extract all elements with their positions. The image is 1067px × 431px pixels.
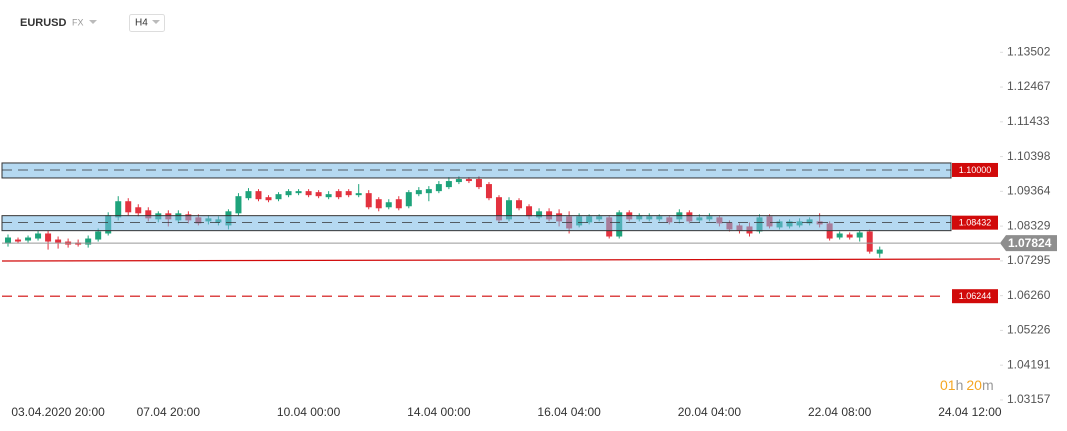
- candle-body: [135, 207, 142, 214]
- candle-body: [425, 189, 432, 194]
- x-tick-label: 22.04 08:00: [808, 405, 872, 419]
- price-label: 1.07824: [1008, 236, 1052, 250]
- candle-body: [25, 237, 32, 241]
- candle-body: [495, 197, 502, 221]
- candle-body: [856, 232, 863, 238]
- candle-body: [255, 191, 262, 200]
- x-tick-label: 16.04 04:00: [537, 405, 601, 419]
- countdown-minutes: 20: [966, 377, 982, 393]
- candle-body: [536, 211, 543, 218]
- y-tick-label: 1.06260: [1007, 288, 1051, 302]
- candle-body: [415, 190, 422, 195]
- trend-line: [1, 258, 1001, 262]
- timeframe-box[interactable]: [129, 14, 165, 32]
- candle-body: [55, 239, 62, 243]
- x-tick-label: 14.04 00:00: [407, 405, 471, 419]
- level-label: 1.08432: [959, 218, 992, 228]
- candle-body: [455, 179, 462, 183]
- candle-body: [876, 249, 883, 254]
- y-tick-label: 1.08329: [1007, 218, 1051, 232]
- candle-body: [315, 192, 322, 197]
- y-tick-label: 1.04191: [1007, 357, 1051, 371]
- candle-body: [285, 191, 292, 196]
- candle-body: [475, 179, 482, 188]
- candle-body: [305, 191, 312, 196]
- timeframe[interactable]: H4: [135, 18, 148, 29]
- candle-body: [385, 202, 392, 208]
- candle-body: [465, 179, 472, 182]
- overlay: 1.10000 1.08432 1.07824 1.06244: [1, 162, 1057, 304]
- candle-body: [375, 199, 382, 209]
- x-tick-label: 10.04 00:00: [277, 405, 341, 419]
- price-label-box: [1000, 235, 1057, 252]
- candle-body: [395, 199, 402, 209]
- candle-body: [516, 200, 523, 209]
- candle-body: [435, 184, 442, 192]
- candle-body: [405, 192, 412, 207]
- y-tick-label: 1.05226: [1007, 323, 1051, 337]
- candle-body: [866, 231, 873, 252]
- candle-body: [355, 193, 362, 196]
- candle-body: [35, 233, 42, 239]
- x-tick-label: 03.04.2020 20:00: [11, 405, 105, 419]
- market[interactable]: FX: [72, 17, 84, 27]
- candle-body: [345, 191, 352, 196]
- candle-body: [836, 233, 843, 238]
- countdown-hours: 01: [940, 377, 956, 393]
- x-tick-label: 20.04 04:00: [678, 405, 742, 419]
- candle-body: [275, 194, 282, 200]
- candle-body: [95, 231, 102, 240]
- candle-body: [325, 194, 332, 198]
- level-label-box: [952, 289, 998, 304]
- candle-body: [145, 210, 152, 219]
- x-tick-label: 07.04 20:00: [137, 405, 201, 419]
- x-tick-label: 24.04 12:00: [938, 405, 1002, 419]
- candle-body: [125, 201, 132, 213]
- symbol: EURUSD: [20, 17, 67, 29]
- y-tick-label: 1.10398: [1007, 149, 1051, 163]
- countdown-h: h: [956, 377, 964, 393]
- y-tick-label: 1.13502: [1007, 44, 1051, 58]
- zone: [1, 162, 952, 179]
- candle-body: [846, 234, 853, 238]
- candle-body: [526, 206, 533, 217]
- level-label-box: [952, 162, 998, 177]
- candle-body: [245, 191, 252, 199]
- candle-body: [45, 233, 52, 242]
- level-label: 1.10000: [959, 165, 992, 175]
- candle-body: [506, 200, 512, 220]
- level-label-box: [952, 215, 998, 230]
- candle-body: [265, 197, 272, 201]
- candle-body: [5, 237, 11, 244]
- zone: [1, 215, 952, 232]
- candle-body: [15, 239, 22, 242]
- candle-body: [485, 184, 492, 199]
- candle-body: [235, 196, 242, 214]
- y-tick-label: 1.07295: [1007, 253, 1051, 267]
- y-tick-label: 1.12467: [1007, 79, 1051, 93]
- candle-body: [335, 191, 342, 198]
- countdown-m: m: [982, 377, 994, 393]
- timeframe-dropdown[interactable]: [152, 20, 160, 24]
- level-label: 1.06244: [959, 291, 992, 301]
- candle-body: [445, 181, 452, 188]
- y-tick-label: 1.11433: [1007, 114, 1050, 128]
- candle-body: [295, 191, 302, 194]
- candle-body: [365, 193, 372, 208]
- market-dropdown[interactable]: [89, 20, 97, 24]
- y-tick-label: 1.09364: [1007, 184, 1051, 198]
- y-tick-label: 1.03157: [1007, 392, 1051, 406]
- countdown: 01h 20m: [940, 377, 994, 393]
- candle-body: [85, 238, 92, 245]
- candle-body: [115, 201, 122, 218]
